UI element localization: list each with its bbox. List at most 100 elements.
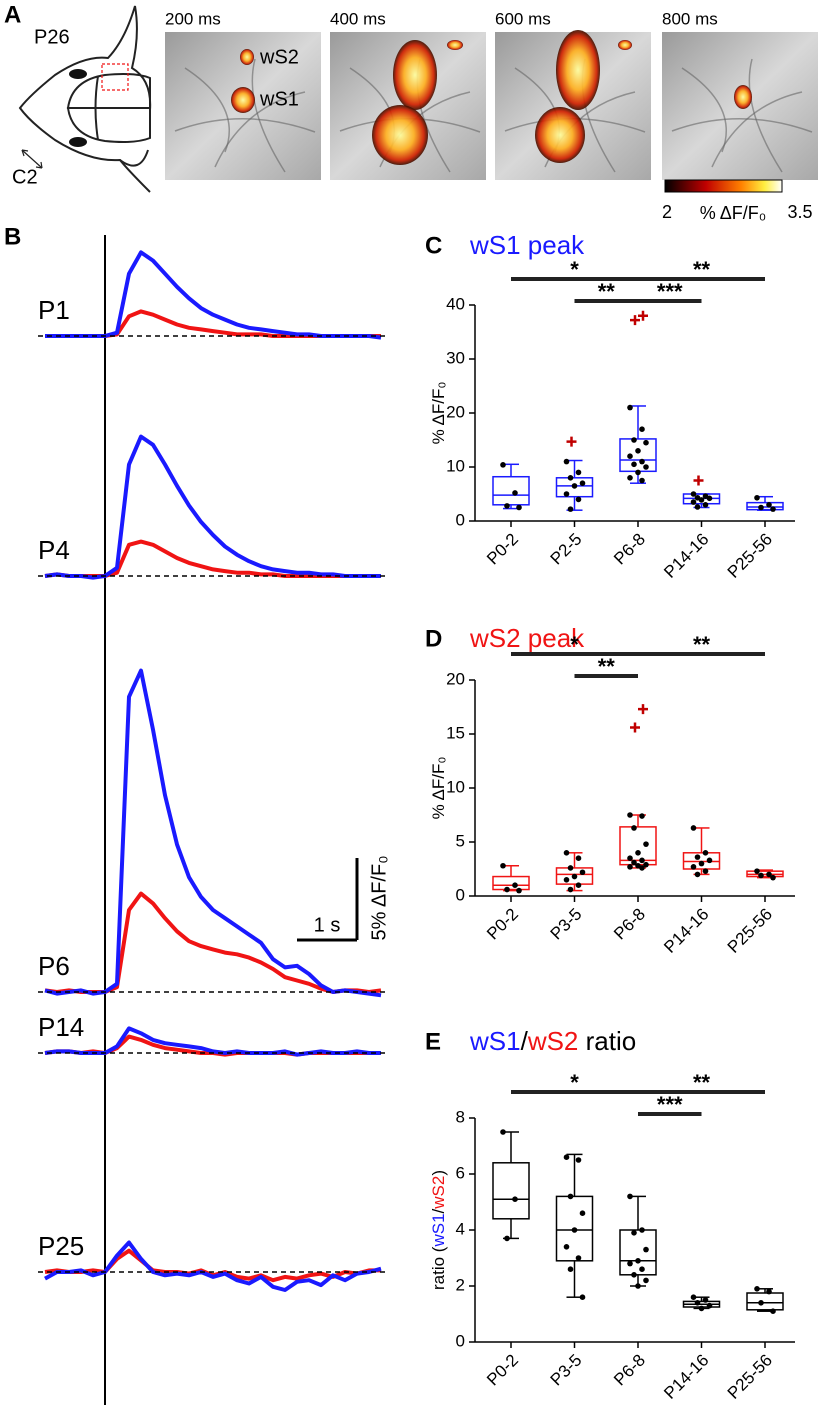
colorbar bbox=[664, 179, 783, 193]
data-point bbox=[567, 1193, 574, 1200]
data-point bbox=[635, 1258, 641, 1264]
vessel bbox=[671, 118, 813, 133]
data-point bbox=[631, 1230, 637, 1236]
age-label: P4 bbox=[38, 535, 70, 565]
y-tick-label: 0 bbox=[456, 1331, 465, 1350]
data-point bbox=[635, 1283, 641, 1289]
data-point bbox=[563, 1154, 570, 1160]
vessel bbox=[184, 67, 230, 153]
x-tick-label: P25-56 bbox=[724, 905, 776, 957]
data-point bbox=[702, 868, 709, 874]
data-point bbox=[754, 494, 760, 501]
data-point bbox=[575, 496, 582, 503]
significance-label: ** bbox=[693, 257, 711, 282]
data-point bbox=[627, 864, 633, 870]
x-tick-label: P3-5 bbox=[547, 1351, 586, 1390]
frame-time: 600 ms bbox=[495, 9, 551, 28]
outlier bbox=[630, 722, 640, 733]
data-point bbox=[516, 887, 522, 894]
area-label: wS2 bbox=[259, 46, 299, 68]
data-point bbox=[579, 869, 586, 876]
y-tick-label: 10 bbox=[446, 456, 465, 475]
data-point bbox=[639, 477, 645, 484]
y-axis-label: ratio (wS1/wS2) bbox=[429, 1170, 448, 1290]
data-point bbox=[754, 1286, 760, 1292]
x-tick-label: P14-16 bbox=[660, 1351, 712, 1403]
ylabel-part: wS2 bbox=[429, 1176, 448, 1210]
data-point bbox=[639, 426, 645, 433]
outlier bbox=[566, 436, 577, 447]
data-point bbox=[698, 1305, 705, 1312]
y-tick-label: 8 bbox=[456, 1107, 465, 1126]
significance-label: ** bbox=[693, 632, 711, 657]
data-point bbox=[575, 855, 582, 861]
ylabel-part: ) bbox=[429, 1170, 448, 1176]
activation bbox=[231, 87, 255, 113]
box bbox=[492, 475, 530, 506]
data-point bbox=[627, 1193, 633, 1200]
data-point bbox=[758, 872, 764, 879]
significance-label: * bbox=[570, 632, 579, 657]
data-point bbox=[567, 506, 574, 512]
data-point bbox=[512, 882, 518, 888]
trace bbox=[44, 434, 381, 580]
data-point bbox=[694, 871, 701, 878]
data-point bbox=[706, 1302, 713, 1309]
activation bbox=[393, 40, 437, 110]
y-tick-label: 20 bbox=[446, 669, 465, 688]
data-point bbox=[690, 491, 697, 497]
x-tick-label: P6-8 bbox=[610, 530, 649, 569]
vessel bbox=[174, 118, 316, 133]
area-label: wS1 bbox=[259, 88, 299, 110]
data-point bbox=[563, 850, 570, 856]
vessel bbox=[681, 67, 727, 153]
data-point bbox=[690, 825, 697, 831]
data-point bbox=[504, 886, 510, 893]
data-point bbox=[706, 857, 713, 864]
x-tick-label: P14-16 bbox=[660, 905, 712, 957]
data-point bbox=[563, 1244, 570, 1250]
data-point bbox=[579, 480, 586, 487]
data-point bbox=[643, 464, 649, 470]
data-point bbox=[500, 462, 506, 468]
data-point bbox=[639, 813, 645, 819]
age-label: P25 bbox=[38, 1231, 84, 1261]
box bbox=[492, 875, 530, 891]
panel-label: A bbox=[4, 1, 21, 28]
outlier bbox=[693, 475, 704, 486]
ylabel-part: ratio ( bbox=[429, 1246, 448, 1290]
data-point bbox=[690, 499, 697, 505]
data-point bbox=[563, 877, 570, 883]
data-point bbox=[627, 475, 633, 481]
data-point bbox=[631, 825, 637, 831]
y-tick-label: 40 bbox=[446, 294, 465, 313]
y-tick-label: 0 bbox=[456, 510, 465, 529]
data-point bbox=[567, 475, 574, 481]
colorbar-label: % ΔF/F₀ bbox=[700, 203, 767, 223]
age-label: P1 bbox=[38, 295, 70, 325]
data-point bbox=[571, 873, 578, 880]
vessel bbox=[251, 58, 286, 173]
box bbox=[555, 477, 594, 498]
data-point bbox=[702, 502, 709, 508]
x-tick-label: P25-56 bbox=[724, 1351, 776, 1403]
chart-title: wS1 peak bbox=[469, 230, 585, 260]
data-point bbox=[627, 812, 633, 818]
data-point bbox=[694, 854, 701, 860]
data-point bbox=[500, 862, 506, 869]
box bbox=[619, 826, 657, 866]
y-tick-label: 0 bbox=[456, 885, 465, 904]
data-point bbox=[643, 1277, 649, 1284]
data-point bbox=[575, 1255, 582, 1261]
data-point bbox=[706, 495, 713, 502]
mouse-cartoon bbox=[18, 5, 152, 193]
x-tick-label: P6-8 bbox=[610, 905, 649, 944]
activation bbox=[556, 30, 600, 110]
title-part: ratio bbox=[578, 1026, 636, 1056]
y-tick-label: 30 bbox=[446, 348, 465, 367]
panel-label: B bbox=[4, 223, 21, 250]
data-point bbox=[563, 458, 570, 465]
data-point bbox=[627, 453, 633, 460]
activation bbox=[240, 49, 254, 65]
